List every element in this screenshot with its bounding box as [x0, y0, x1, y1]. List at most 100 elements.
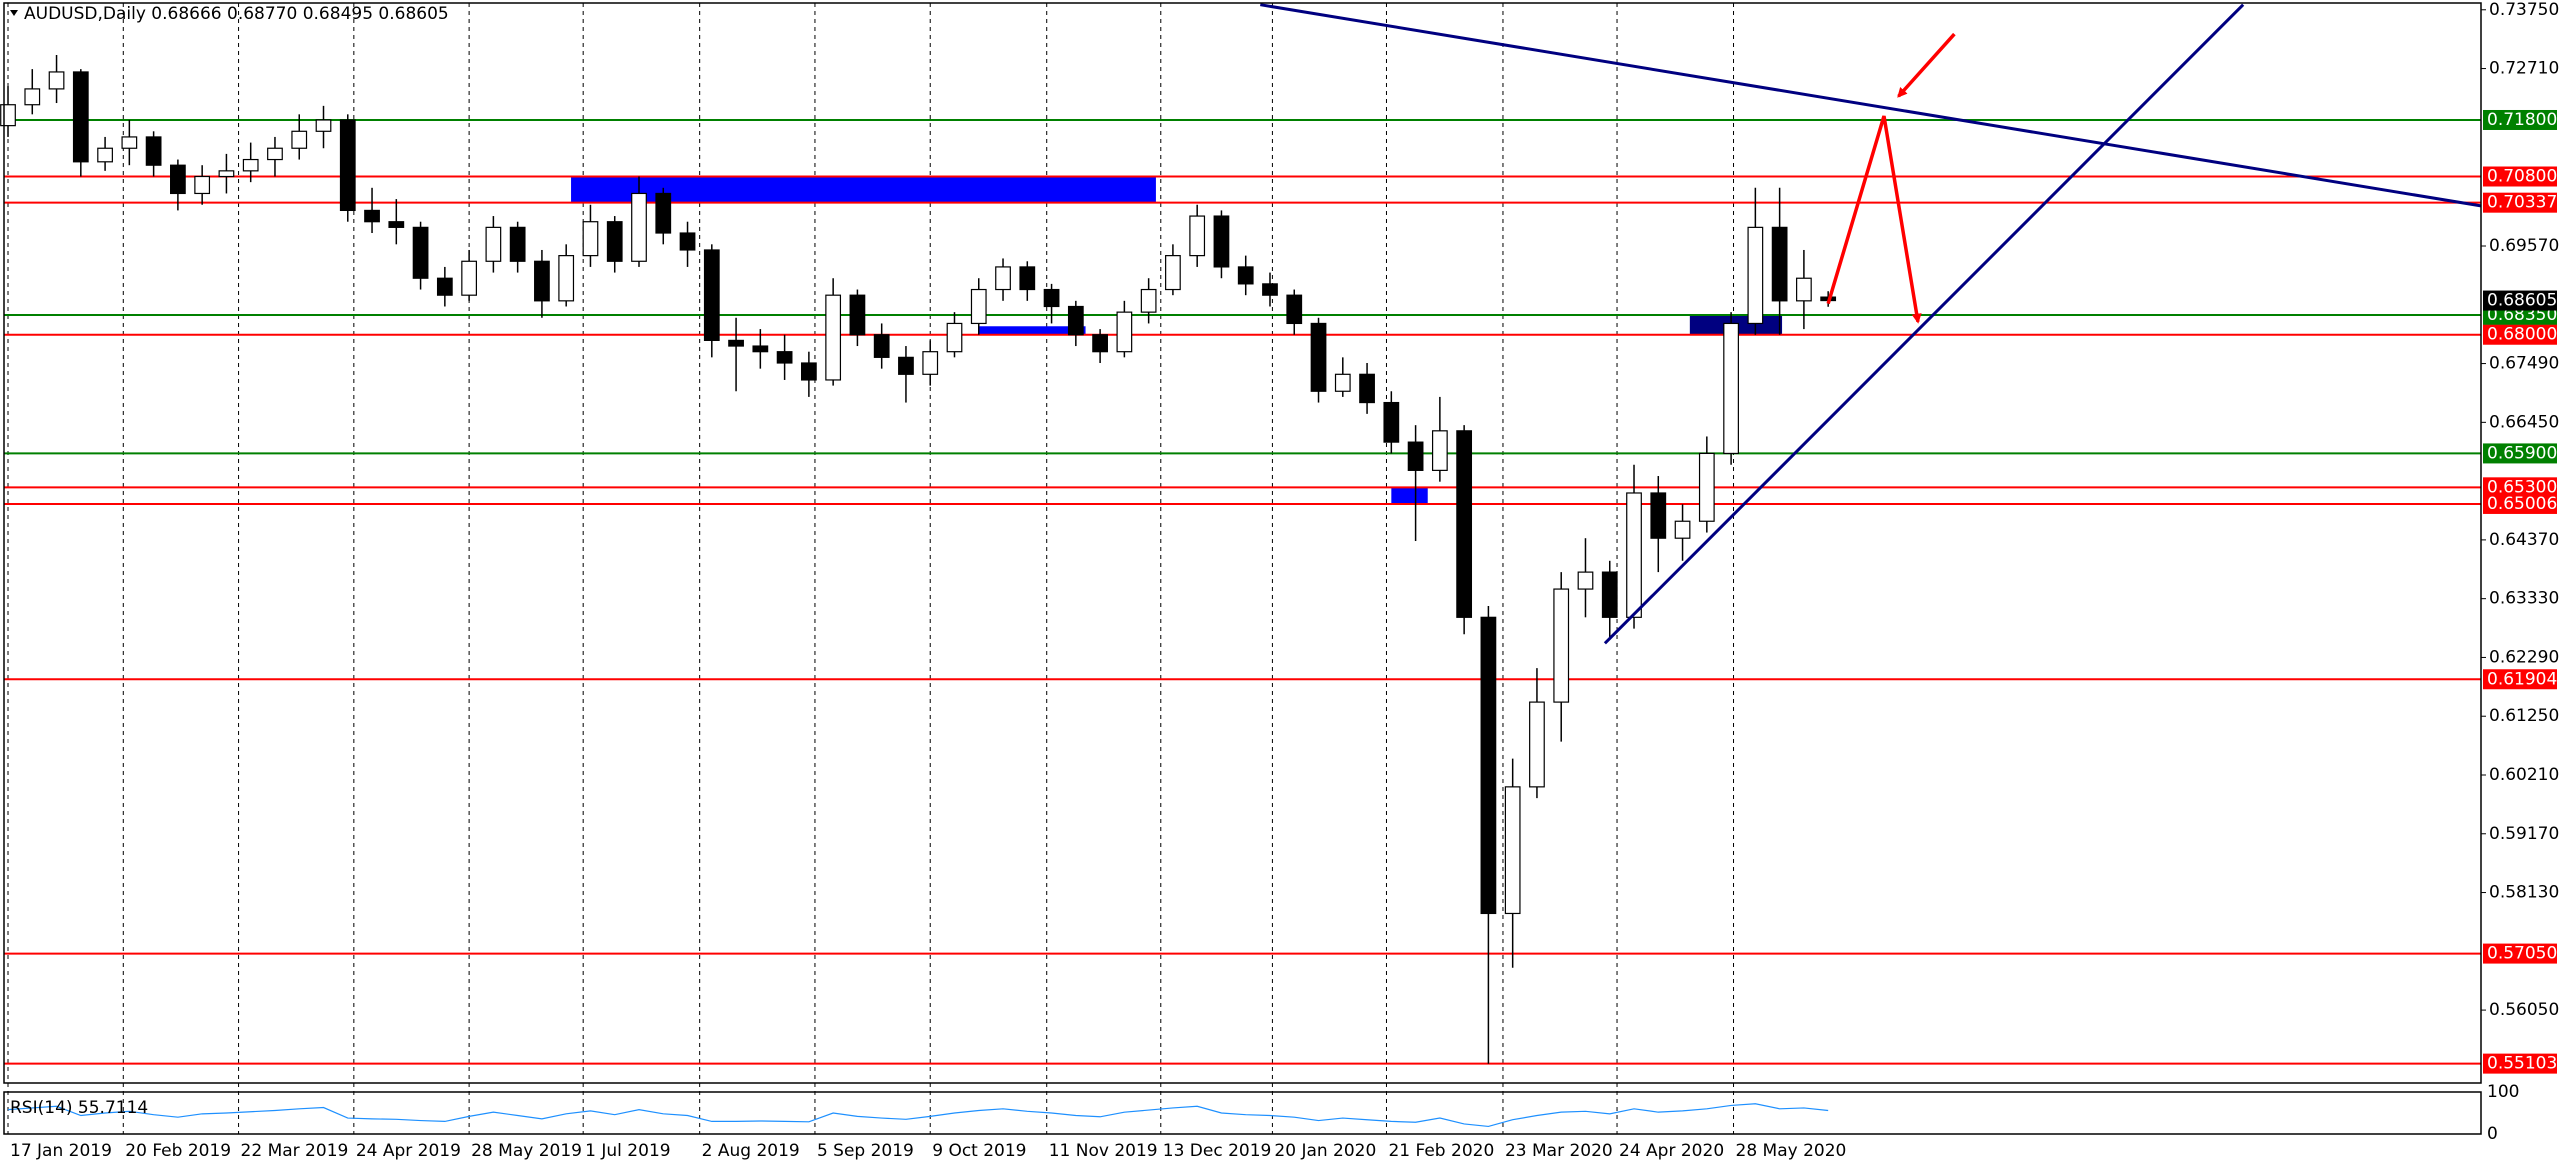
candle-body [1650, 492, 1667, 539]
y-tick-label: 0.59170 [2489, 824, 2559, 844]
rsi-label: RSI(14) 55.7114 [10, 1098, 148, 1118]
x-tick-label: 17 Jan 2019 [10, 1141, 112, 1161]
y-tick-label: 0.69570 [2489, 236, 2559, 256]
candle-body [800, 362, 817, 381]
level-label: 0.70800 [2487, 167, 2557, 187]
level-label: 0.65006 [2487, 494, 2557, 514]
candle-body [194, 175, 211, 195]
candle-body [364, 209, 380, 223]
candle-body [703, 249, 720, 341]
candle-body [1140, 288, 1157, 313]
candle-body [145, 136, 162, 166]
candle-body [1626, 492, 1642, 618]
level-label: 0.71800 [2487, 110, 2557, 130]
level-label: 0.55103 [2487, 1054, 2557, 1074]
candle-body [485, 226, 502, 262]
x-tick-label: 24 Apr 2020 [1619, 1141, 1724, 1161]
candle-body [170, 164, 186, 195]
candle-body [1796, 277, 1812, 302]
candle-body [970, 288, 987, 325]
y-tick-label: 0.62290 [2489, 647, 2559, 667]
candle-body [72, 71, 89, 163]
candle-body [509, 226, 526, 262]
candle-body [412, 226, 429, 279]
candle-body [1043, 288, 1060, 308]
candle-body [655, 192, 672, 234]
candle-body [1189, 215, 1206, 257]
candle-body [1334, 373, 1351, 392]
candle-body [1456, 430, 1473, 618]
candle-body [1407, 441, 1424, 471]
y-tick-label: 0.73750 [2489, 0, 2559, 20]
x-tick-label: 23 Mar 2020 [1505, 1141, 1613, 1161]
candle-body [1480, 616, 1497, 915]
level-label-box [2483, 166, 2557, 187]
candle-body [1577, 571, 1594, 590]
candle-body [898, 356, 914, 375]
candle-body [97, 147, 113, 163]
trendline [1260, 3, 2482, 208]
y-tick-label: 0.60210 [2489, 765, 2559, 785]
axis: 17 Jan 2019 20 Feb 2019 22 Mar 2019 24 Apr … [10, 0, 2559, 1161]
candle-body [679, 232, 696, 251]
candle-body [461, 260, 477, 296]
candle-body [0, 104, 16, 127]
candle-body [849, 294, 866, 336]
candle-body [1286, 294, 1303, 325]
y-tick-label: 0.61250 [2489, 706, 2559, 726]
candle-body [1747, 226, 1764, 325]
candle-body [728, 339, 744, 347]
candle-body [267, 147, 283, 161]
candle-body [1262, 283, 1278, 296]
rsi-panel-frame [3, 1091, 2482, 1135]
zone [978, 326, 1086, 335]
candle-body [48, 71, 65, 90]
chart-header: AUDUSD,Daily 0.68666 0.68770 0.68495 0.6… [24, 4, 449, 24]
candle-body [1213, 215, 1230, 268]
candle-body [388, 221, 405, 228]
rsi-tick-label: 0 [2487, 1124, 2498, 1144]
candle-body [582, 221, 599, 257]
candle-body [631, 192, 647, 262]
candle-body [315, 119, 332, 132]
x-tick-label: 20 Feb 2019 [125, 1141, 231, 1161]
candle-body [242, 158, 259, 172]
level-label-box [2483, 477, 2557, 498]
level-label: 0.57050 [2487, 944, 2557, 964]
rsi-line [7, 1103, 1829, 1128]
plot [0, 3, 2482, 1128]
y-tick-label: 0.58130 [2489, 883, 2559, 903]
x-tick-label: 5 Sep 2019 [817, 1141, 914, 1161]
y-tick-label: 0.67490 [2489, 354, 2559, 374]
level-label-box [2483, 669, 2557, 690]
x-tick-label: 13 Dec 2019 [1163, 1141, 1272, 1161]
candle-body [1237, 266, 1254, 285]
x-tick-label: 28 May 2020 [1736, 1141, 1847, 1161]
candle-body [825, 294, 842, 381]
x-tick-label: 28 May 2019 [471, 1141, 582, 1161]
x-tick-label: 21 Feb 2020 [1388, 1141, 1494, 1161]
y-tick-label: 0.66450 [2489, 412, 2559, 432]
candle-body [922, 351, 939, 375]
candle-body [1723, 322, 1739, 455]
candle-body [752, 345, 769, 353]
level-label-box [2483, 493, 2557, 514]
candle-body [1553, 588, 1570, 703]
level-label-box [2483, 943, 2557, 964]
candle-body [606, 221, 623, 262]
level-label: 0.70337 [2487, 193, 2557, 213]
level-label: 0.65300 [2487, 477, 2557, 497]
level-label-box [2483, 1053, 2557, 1074]
level-label: 0.68000 [2487, 325, 2557, 345]
menu-triangle[interactable] [10, 10, 18, 16]
level-label-box [2483, 324, 2557, 345]
candle-body [1310, 322, 1327, 392]
candle-body [1092, 334, 1108, 353]
candle-body [1359, 373, 1375, 404]
candle-body [121, 136, 138, 149]
x-tick-label: 22 Mar 2019 [241, 1141, 349, 1161]
level-label: 0.61904 [2487, 669, 2557, 689]
